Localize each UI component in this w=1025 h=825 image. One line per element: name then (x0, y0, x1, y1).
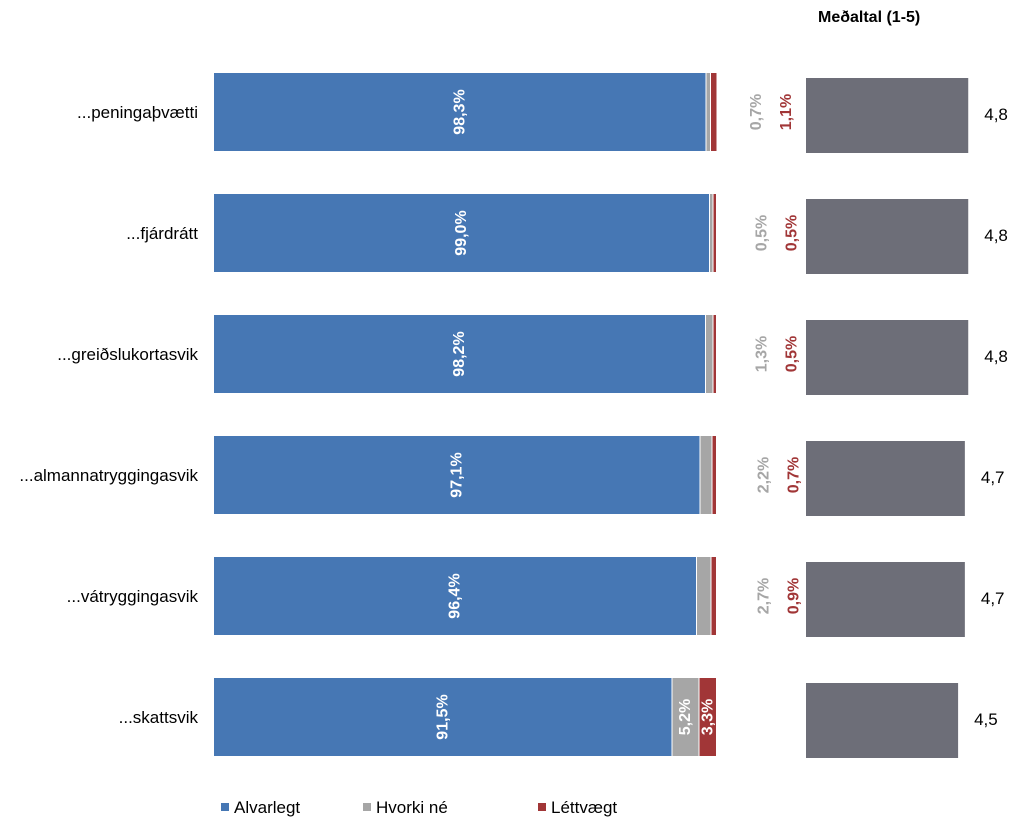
bar-segment (672, 678, 699, 756)
mean-bar (806, 562, 965, 637)
data-label: 0,5% (784, 215, 801, 251)
mean-label: 4,7 (981, 589, 1005, 608)
bar-segment (214, 73, 706, 151)
bar-segment (214, 315, 705, 393)
data-label: 1,1% (778, 94, 795, 130)
mean-title: Meðaltal (1-5) (818, 9, 920, 26)
mean-label: 4,8 (984, 347, 1008, 366)
bar-segment (706, 73, 710, 151)
legend-swatch (363, 803, 371, 811)
mean-label: 4,8 (984, 226, 1008, 245)
data-label: 98,2% (451, 331, 468, 376)
bar-segment (710, 194, 713, 272)
bar-segment (713, 315, 716, 393)
data-label: 5,2% (677, 699, 694, 735)
data-label: 96,4% (447, 573, 464, 618)
data-label: 0,9% (786, 578, 803, 614)
data-label: 91,5% (434, 694, 451, 739)
mean-bar (806, 683, 959, 758)
bar-segment (713, 194, 716, 272)
category-label: ...fjárdrátt (126, 224, 198, 243)
mean-label: 4,7 (981, 468, 1005, 487)
mean-bar (806, 78, 969, 153)
bar-segment (706, 315, 713, 393)
bar-segment (712, 436, 716, 514)
category-label: ...peningaþvætti (77, 103, 198, 122)
category-label: ...vátryggingasvik (67, 587, 199, 606)
chart-legend: Alvarlegt Hvorki né Léttvægt (221, 798, 617, 817)
mean-bar (806, 441, 965, 516)
chart-rows: ...peningaþvætti 98,3% 0,7% 1,1% 4,8 ...fjárd… (19, 73, 1008, 758)
data-label: 2,2% (756, 457, 773, 493)
mean-label: 4,5 (974, 710, 998, 729)
bar-segment (700, 436, 712, 514)
bar-segment (214, 436, 700, 514)
legend-swatch (538, 803, 546, 811)
bar-segment (697, 557, 711, 635)
data-label: 0,5% (784, 336, 801, 372)
data-label: 2,7% (756, 578, 773, 614)
bar-segment (214, 678, 672, 756)
category-label: ...almannatryggingasvik (19, 466, 198, 485)
bar-segment (711, 73, 717, 151)
category-label: ...greiðslukortasvik (57, 345, 198, 364)
mean-bar (806, 320, 969, 395)
data-label: 97,1% (448, 452, 465, 497)
bar-segment (699, 678, 716, 756)
bar-segment (711, 557, 716, 635)
mean-bar (806, 199, 969, 274)
data-label: 3,3% (699, 699, 716, 735)
category-label: ...skattsvik (119, 708, 199, 727)
data-label: 98,3% (451, 89, 468, 134)
legend-label: Léttvægt (551, 798, 617, 817)
bar-segment (214, 194, 709, 272)
legend-label: Hvorki né (376, 798, 448, 817)
legend-label: Alvarlegt (234, 798, 300, 817)
data-label: 99,0% (453, 210, 470, 255)
legend-swatch (221, 803, 229, 811)
data-label: 1,3% (754, 336, 771, 372)
data-label: 0,7% (786, 457, 803, 493)
mean-label: 4,8 (984, 105, 1008, 124)
data-label: 0,5% (754, 215, 771, 251)
data-label: 0,7% (748, 94, 765, 130)
bar-segment (214, 557, 696, 635)
